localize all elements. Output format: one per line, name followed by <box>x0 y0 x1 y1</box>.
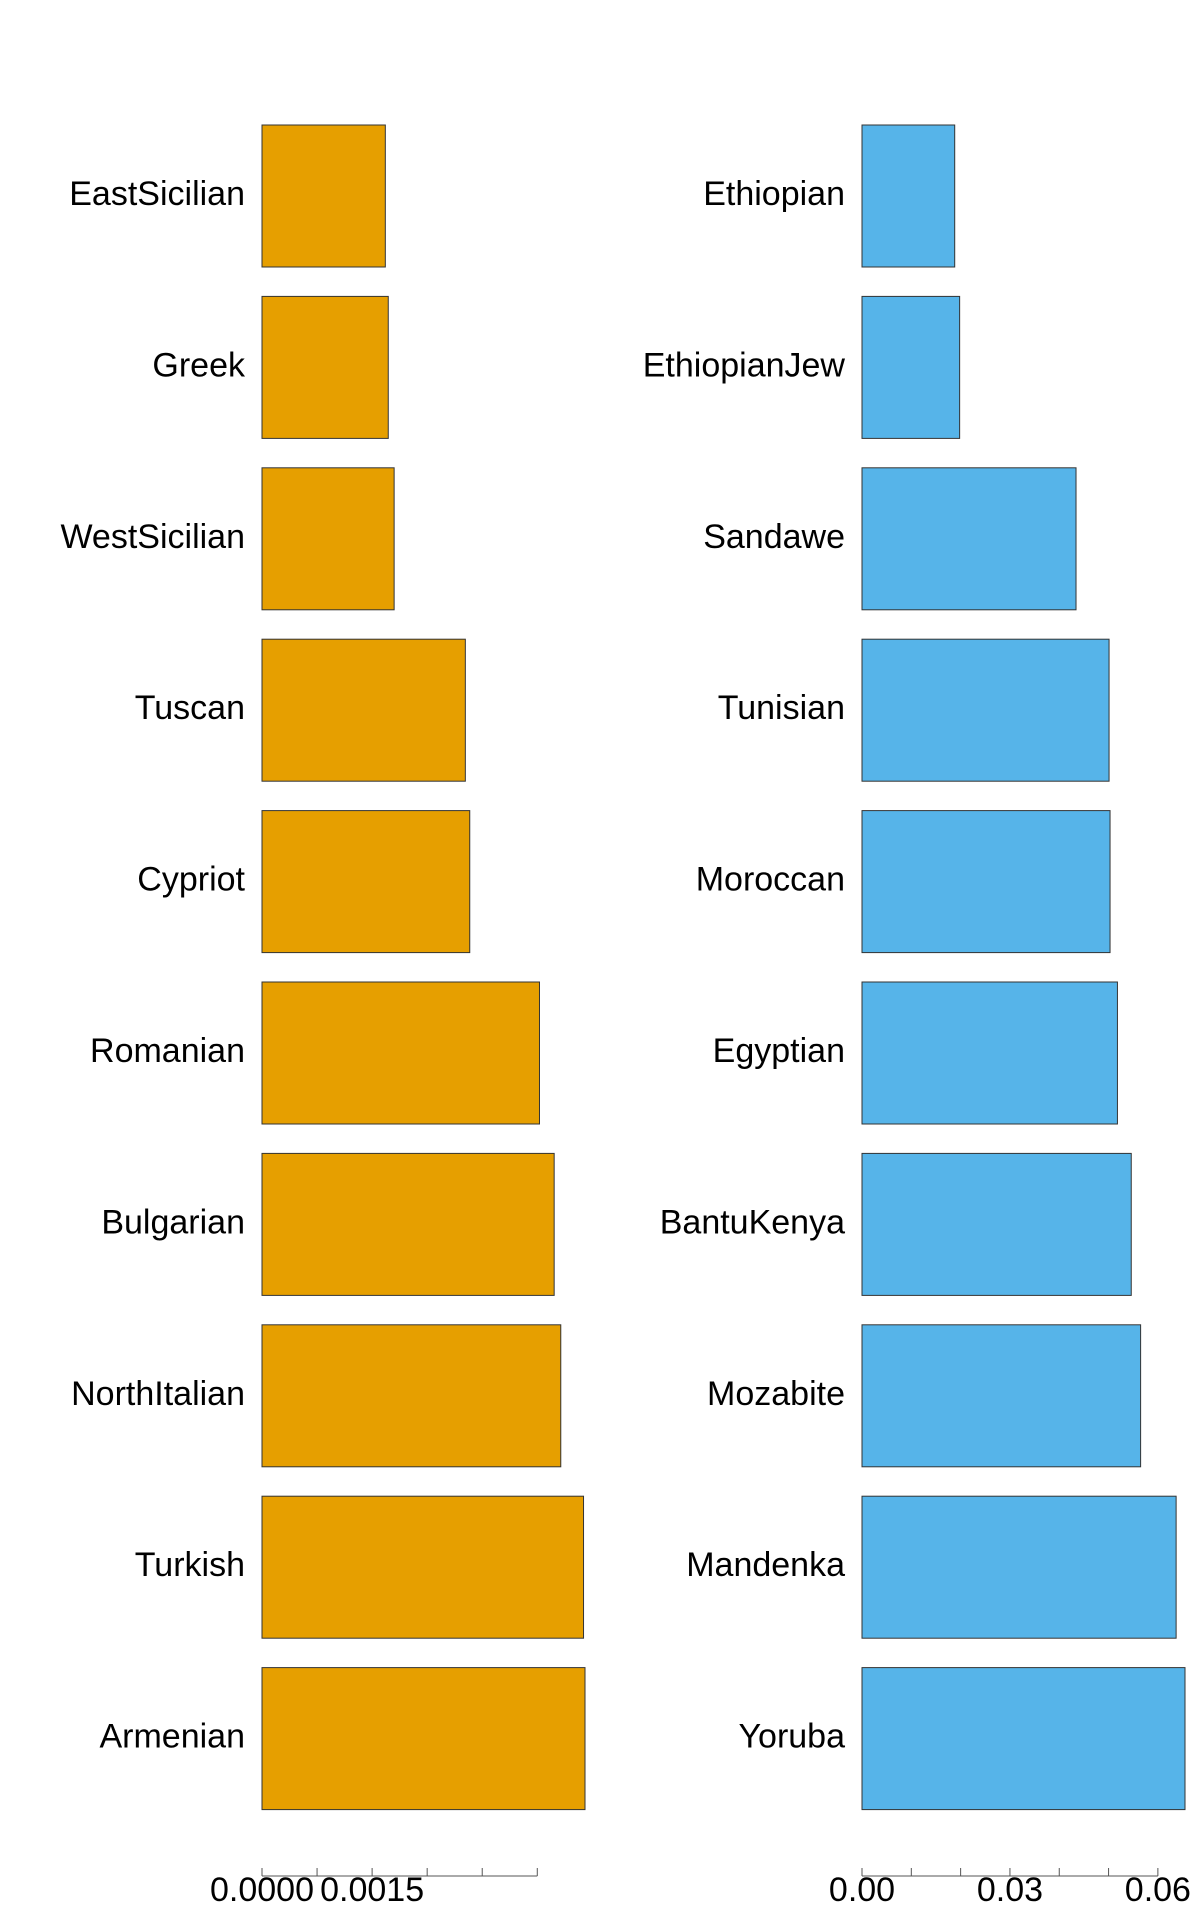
bar <box>261 638 466 782</box>
y-tick-label: Romanian <box>90 1032 245 1070</box>
y-tick-label: Greek <box>152 346 246 384</box>
bar <box>261 124 386 268</box>
bar <box>861 467 1077 611</box>
y-tick-label: Yoruba <box>738 1718 845 1756</box>
bar <box>261 1152 555 1296</box>
bar <box>861 1324 1142 1468</box>
x-tick-label: 0.0000 <box>210 1871 314 1909</box>
y-tick-label: NorthItalian <box>71 1375 245 1413</box>
y-tick-label: Turkish <box>135 1546 245 1584</box>
x-tick-label: 0.00 <box>829 1871 895 1909</box>
bar <box>261 467 395 611</box>
bar <box>261 810 471 954</box>
bar <box>261 981 540 1125</box>
x-tick-label: 0.0015 <box>320 1871 424 1909</box>
bar <box>861 810 1111 954</box>
x-tick-label: 0.03 <box>977 1871 1043 1909</box>
bar <box>861 295 961 439</box>
y-tick-label: Armenian <box>99 1718 245 1756</box>
y-tick-label: Tunisian <box>718 689 845 727</box>
bar <box>861 1667 1186 1811</box>
bar <box>861 1152 1132 1296</box>
bar <box>261 1324 562 1468</box>
bar <box>261 295 389 439</box>
bar <box>261 1667 586 1811</box>
bar <box>861 1495 1177 1639</box>
x-tick-label: 0.06 <box>1125 1871 1191 1909</box>
y-tick-label: Sandawe <box>703 518 845 556</box>
y-tick-label: WestSicilian <box>60 518 245 556</box>
y-tick-label: Bulgarian <box>101 1203 245 1241</box>
bar <box>261 1495 585 1639</box>
y-tick-label: Moroccan <box>696 861 845 899</box>
y-tick-label: Tuscan <box>135 689 245 727</box>
y-tick-label: BantuKenya <box>660 1203 845 1241</box>
bar <box>861 638 1110 782</box>
bar <box>861 124 956 268</box>
bar <box>861 981 1118 1125</box>
y-tick-label: Mandenka <box>686 1546 845 1584</box>
y-tick-label: Cypriot <box>137 861 245 899</box>
y-tick-label: EthiopianJew <box>643 346 846 384</box>
y-tick-label: Ethiopian <box>703 175 845 213</box>
y-tick-label: Egyptian <box>713 1032 845 1070</box>
y-tick-label: Mozabite <box>707 1375 845 1413</box>
y-tick-label: EastSicilian <box>69 175 245 213</box>
